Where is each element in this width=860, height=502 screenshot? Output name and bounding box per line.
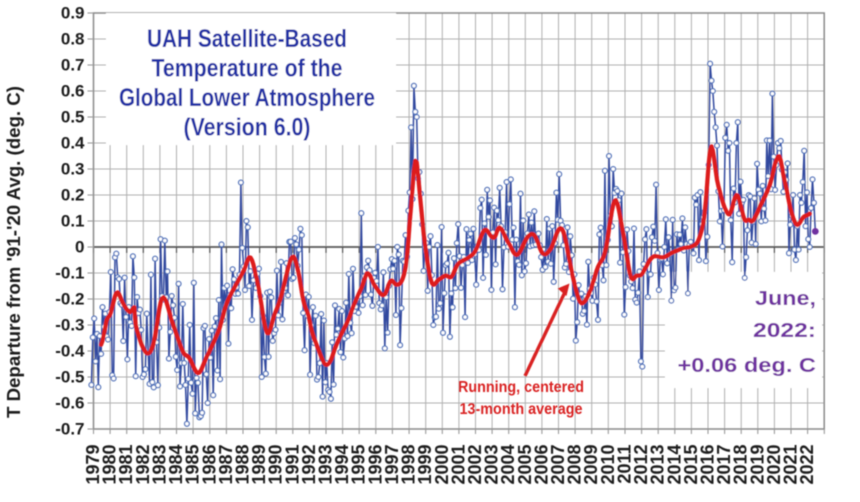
svg-text:0.2: 0.2 bbox=[61, 186, 85, 205]
svg-text:2006: 2006 bbox=[531, 445, 551, 485]
svg-text:-0.7: -0.7 bbox=[55, 420, 84, 439]
svg-text:2002: 2002 bbox=[465, 445, 485, 485]
svg-text:2016: 2016 bbox=[698, 445, 718, 485]
svg-text:1984: 1984 bbox=[166, 445, 186, 485]
svg-text:0.4: 0.4 bbox=[61, 134, 85, 153]
svg-text:1993: 1993 bbox=[316, 445, 336, 485]
svg-text:1992: 1992 bbox=[299, 445, 319, 485]
svg-text:-0.5: -0.5 bbox=[55, 368, 84, 387]
svg-text:0.7: 0.7 bbox=[61, 56, 85, 75]
svg-text:0: 0 bbox=[75, 238, 84, 257]
svg-text:-0.6: -0.6 bbox=[55, 394, 84, 413]
svg-text:1996: 1996 bbox=[365, 445, 385, 485]
svg-text:1981: 1981 bbox=[116, 445, 136, 485]
svg-text:0.5: 0.5 bbox=[61, 108, 85, 127]
svg-text:1989: 1989 bbox=[249, 445, 269, 485]
svg-text:0.6: 0.6 bbox=[61, 82, 85, 101]
svg-text:1985: 1985 bbox=[183, 445, 203, 485]
svg-text:2017: 2017 bbox=[714, 445, 734, 485]
svg-text:1991: 1991 bbox=[282, 445, 302, 485]
svg-text:1999: 1999 bbox=[415, 445, 435, 485]
svg-text:+0.06 deg. C: +0.06 deg. C bbox=[678, 355, 817, 377]
svg-text:1997: 1997 bbox=[382, 445, 402, 485]
svg-text:2003: 2003 bbox=[482, 444, 502, 484]
svg-text:0.9: 0.9 bbox=[61, 4, 85, 23]
svg-text:2004: 2004 bbox=[498, 445, 518, 485]
svg-text:Temperature of the: Temperature of the bbox=[152, 55, 343, 83]
svg-text:2001: 2001 bbox=[448, 445, 468, 485]
svg-text:2012: 2012 bbox=[631, 445, 651, 485]
svg-text:2010: 2010 bbox=[598, 445, 618, 485]
svg-text:T Departure from '91-'20 Avg.: T Departure from '91-'20 Avg. (deg. C) bbox=[4, 86, 24, 418]
svg-text:1982: 1982 bbox=[133, 445, 153, 485]
svg-text:June,: June, bbox=[755, 288, 816, 310]
svg-text:2018: 2018 bbox=[731, 445, 751, 485]
svg-text:1987: 1987 bbox=[216, 445, 236, 485]
svg-text:Running, centered: Running, centered bbox=[458, 379, 584, 396]
svg-text:0.1: 0.1 bbox=[61, 212, 85, 231]
svg-text:-0.2: -0.2 bbox=[55, 290, 84, 309]
svg-text:1983: 1983 bbox=[149, 445, 169, 485]
svg-text:2007: 2007 bbox=[548, 445, 568, 485]
svg-text:0.3: 0.3 bbox=[61, 160, 85, 179]
svg-text:Global Lower Atmosphere: Global Lower Atmosphere bbox=[119, 84, 375, 112]
svg-text:2020: 2020 bbox=[764, 445, 784, 485]
svg-text:1988: 1988 bbox=[233, 445, 253, 485]
svg-text:2000: 2000 bbox=[432, 445, 452, 485]
svg-text:1986: 1986 bbox=[199, 445, 219, 485]
svg-text:1994: 1994 bbox=[332, 445, 352, 485]
svg-text:13-month average: 13-month average bbox=[460, 401, 583, 418]
svg-text:2019: 2019 bbox=[747, 445, 767, 485]
svg-text:-0.3: -0.3 bbox=[55, 316, 84, 335]
svg-text:2014: 2014 bbox=[664, 445, 684, 485]
svg-text:(Version 6.0): (Version 6.0) bbox=[184, 114, 311, 142]
svg-text:2013: 2013 bbox=[648, 445, 668, 485]
svg-text:-0.4: -0.4 bbox=[55, 342, 85, 361]
svg-text:2008: 2008 bbox=[565, 445, 585, 485]
svg-text:2005: 2005 bbox=[515, 445, 535, 485]
svg-text:1990: 1990 bbox=[266, 445, 286, 485]
svg-text:2011: 2011 bbox=[615, 445, 635, 484]
svg-text:0.8: 0.8 bbox=[61, 30, 85, 49]
svg-text:1979: 1979 bbox=[83, 445, 103, 485]
svg-text:2022: 2022 bbox=[797, 445, 817, 485]
svg-text:1980: 1980 bbox=[100, 445, 120, 485]
svg-text:UAH Satellite-Based: UAH Satellite-Based bbox=[147, 25, 347, 53]
svg-text:1998: 1998 bbox=[399, 445, 419, 485]
svg-text:2015: 2015 bbox=[681, 445, 701, 485]
svg-text:-0.1: -0.1 bbox=[55, 264, 84, 283]
svg-text:1995: 1995 bbox=[349, 445, 369, 485]
svg-text:2009: 2009 bbox=[581, 445, 601, 485]
svg-text:2022:: 2022: bbox=[753, 320, 816, 342]
svg-text:2021: 2021 bbox=[781, 445, 801, 485]
